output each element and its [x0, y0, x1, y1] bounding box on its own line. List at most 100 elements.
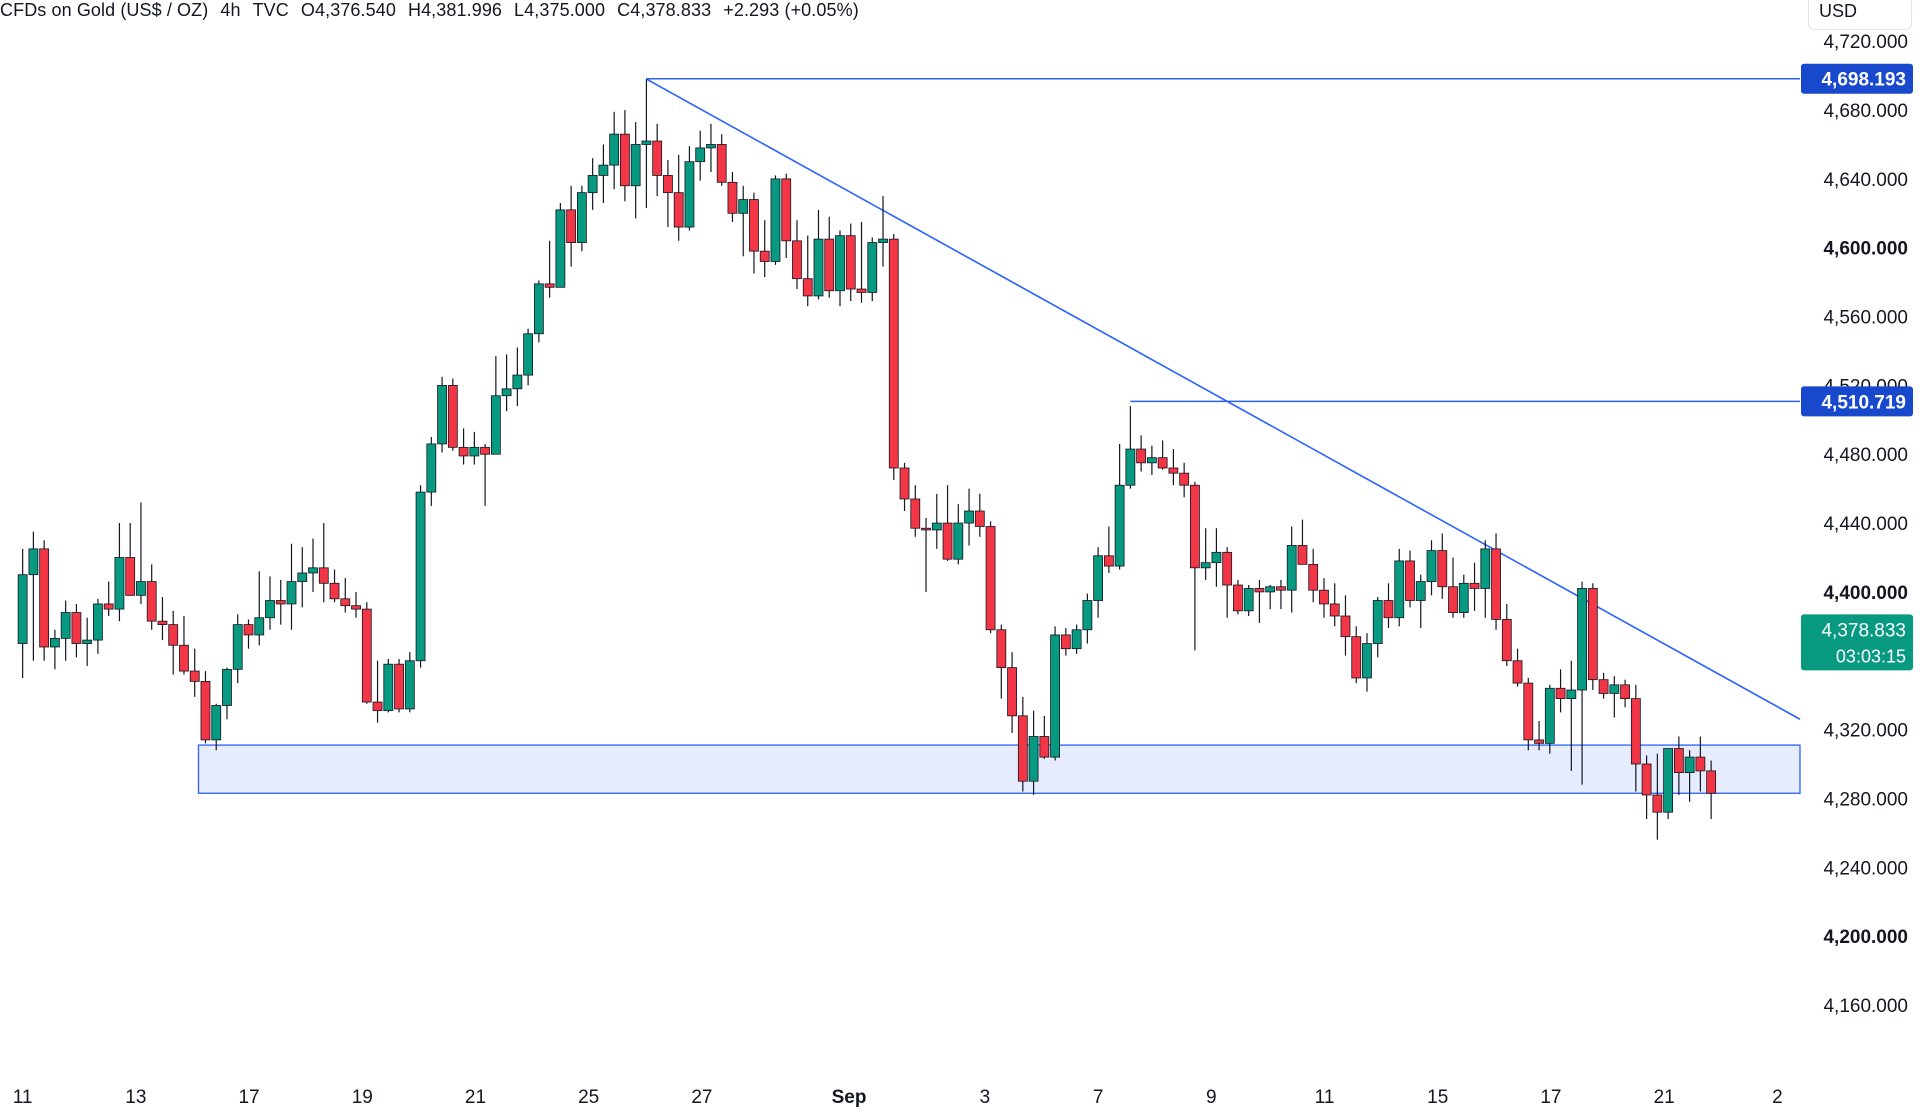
candle-body: [1114, 484, 1125, 567]
price-tick-label: 4,160.000: [1823, 996, 1908, 1017]
candle: [447, 378, 458, 451]
candle-body: [1039, 736, 1050, 758]
candle: [1695, 736, 1706, 792]
candle: [1265, 585, 1276, 610]
price-axis[interactable]: 4,720.000 4,680.000 4,640.000 4,600.000 4,56…: [1823, 32, 1908, 1017]
candle: [1007, 652, 1017, 734]
candle-body: [1415, 581, 1426, 601]
candle: [706, 123, 716, 172]
candle-body: [480, 446, 490, 455]
candle-body: [426, 443, 437, 493]
time-axis[interactable]: 11 13 17 19 21 25 27 Sep 3 7 9 11 15 17 21 2: [13, 1087, 1783, 1108]
candle-body: [157, 620, 168, 626]
candle-body: [1405, 560, 1415, 601]
candle: [1071, 624, 1082, 654]
candle: [146, 564, 157, 630]
bar-countdown-label: 03:03:15: [1836, 646, 1906, 666]
candle: [576, 185, 587, 252]
candle: [1362, 633, 1372, 692]
candle: [867, 237, 878, 302]
candle: [1630, 684, 1641, 792]
candle: [1415, 574, 1426, 629]
candle: [28, 531, 39, 661]
candle: [1222, 547, 1233, 618]
candle: [1501, 603, 1512, 666]
candle-body: [297, 572, 308, 582]
candle-body: [1190, 484, 1200, 569]
candle-body: [652, 140, 663, 176]
candle-body: [1146, 457, 1157, 464]
candle-body: [1319, 589, 1329, 605]
candle-body: [200, 680, 211, 741]
candle-body: [931, 522, 942, 531]
level-price-label: 4,698.193: [1821, 70, 1906, 91]
candle: [1480, 540, 1491, 618]
candle: [727, 172, 738, 222]
candle-body: [1555, 687, 1566, 700]
candle-body: [921, 527, 931, 531]
candle: [673, 154, 684, 241]
candle-body: [1093, 555, 1104, 601]
candle-body: [1017, 715, 1028, 782]
candle: [265, 576, 275, 630]
candle: [179, 616, 189, 675]
candle: [1125, 406, 1136, 489]
candle: [1577, 581, 1587, 785]
candle: [1469, 562, 1480, 611]
candle-body: [469, 446, 480, 457]
candle-body: [1050, 634, 1060, 758]
time-tick-label: 7: [1093, 1087, 1104, 1108]
candle: [286, 543, 297, 630]
time-tick-label: 25: [578, 1087, 599, 1108]
time-tick-label: Sep: [832, 1087, 867, 1108]
candle-body: [1491, 548, 1501, 620]
candle-body: [749, 199, 759, 252]
candle: [910, 485, 921, 537]
level-price-label: 4,510.719: [1821, 392, 1906, 413]
candle: [888, 233, 899, 481]
candle-body: [1673, 748, 1684, 774]
candles-layer: [17, 79, 1717, 840]
time-tick-label: 21: [1654, 1087, 1675, 1108]
candle-body: [856, 288, 867, 293]
candle: [437, 376, 447, 453]
candle-body: [286, 581, 297, 605]
currency-selector[interactable]: USD: [1808, 0, 1912, 30]
candle-body: [1007, 667, 1017, 717]
candle-body: [1544, 687, 1555, 744]
candle-body: [125, 557, 136, 596]
candle-body: [60, 612, 71, 639]
candle-body: [1695, 756, 1706, 772]
candle: [211, 703, 222, 751]
candle: [1276, 579, 1286, 610]
candle-body: [1179, 472, 1190, 486]
candle: [458, 428, 469, 465]
candle-body: [1609, 684, 1620, 694]
candle-body: [1082, 600, 1093, 631]
price-tick-label: 4,720.000: [1823, 32, 1908, 53]
candle: [1319, 578, 1329, 618]
candle: [759, 220, 770, 277]
candle-body: [1480, 548, 1491, 589]
candle: [93, 598, 103, 654]
candle: [1555, 669, 1566, 713]
open-value: O4,376.540: [300, 0, 396, 20]
time-tick-label: 2: [1772, 1087, 1783, 1108]
candle: [17, 548, 28, 678]
candle: [1673, 736, 1684, 795]
candle-body: [609, 133, 620, 166]
symbol-title[interactable]: CFDs on Gold (US$ / OZ): [0, 0, 209, 20]
candle: [1211, 528, 1222, 587]
candle-body: [39, 548, 50, 648]
price-tick-label: 4,320.000: [1823, 721, 1908, 742]
source-label: TVC: [252, 0, 289, 20]
candle: [1254, 579, 1265, 623]
candle-body: [308, 567, 318, 574]
candle-body: [168, 624, 179, 646]
price-tick-label: 4,400.000: [1823, 583, 1908, 604]
candle-body: [835, 235, 845, 292]
candle-body: [179, 644, 189, 672]
interval-label[interactable]: 4h: [220, 0, 241, 20]
candle-body: [1426, 550, 1437, 582]
